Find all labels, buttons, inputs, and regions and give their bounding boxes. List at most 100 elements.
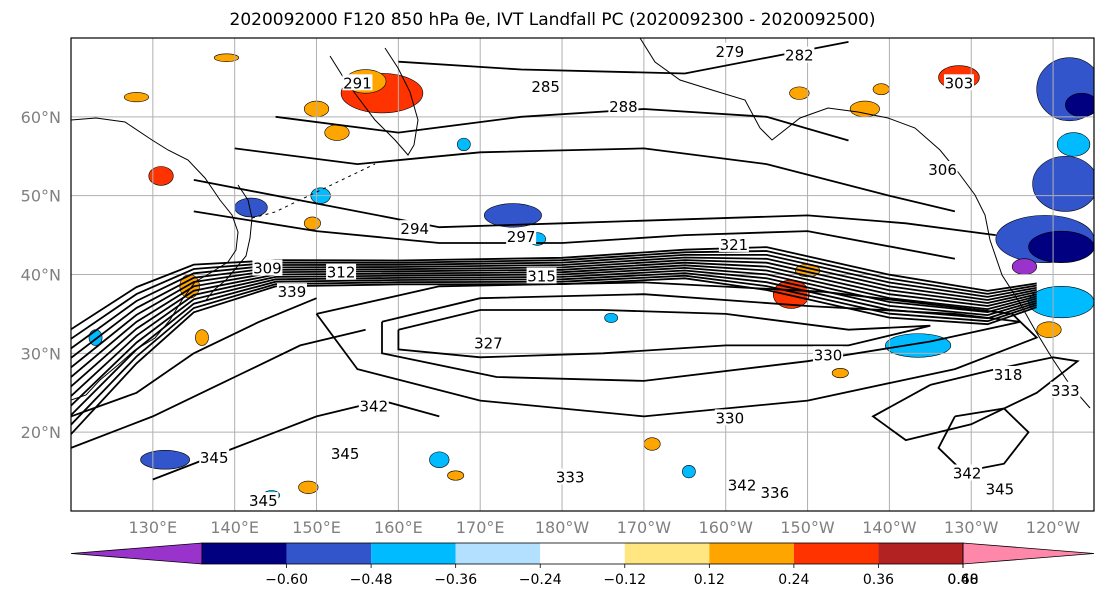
theta-e-contour bbox=[71, 261, 1037, 378]
map-frame bbox=[70, 37, 1095, 512]
coastline-east-asia bbox=[71, 117, 239, 401]
theta-e-contour bbox=[315, 281, 1039, 418]
contour-label-halo bbox=[608, 97, 639, 114]
colorbar-segment bbox=[455, 543, 541, 564]
contour-label-halo bbox=[927, 161, 958, 178]
anomaly-patch bbox=[1032, 155, 1094, 212]
contour-label-halo bbox=[473, 334, 504, 351]
contour-label: 321 bbox=[720, 236, 749, 254]
theta-e-contour bbox=[193, 210, 956, 260]
anomaly-patch bbox=[682, 464, 696, 479]
colorbar-segment bbox=[793, 543, 879, 564]
theta-e-contour bbox=[193, 179, 996, 236]
anomaly-patch bbox=[447, 470, 465, 481]
colorbar-segment bbox=[202, 543, 287, 564]
anomaly-patch bbox=[604, 312, 618, 323]
lon-tick-label: 130°W bbox=[944, 518, 999, 537]
contour-label-halo bbox=[727, 476, 758, 493]
anomaly-patch bbox=[303, 216, 321, 230]
contour-label-halo bbox=[984, 480, 1015, 497]
colorbar-tick-label: −0.48 bbox=[350, 572, 393, 588]
contour-label-halo bbox=[718, 235, 749, 252]
contour-label-halo bbox=[252, 259, 283, 276]
lon-tick-label: 160°E bbox=[374, 518, 423, 537]
contour-label: 312 bbox=[327, 264, 356, 282]
lon-tick-label: 150°E bbox=[292, 518, 341, 537]
anomaly-patch bbox=[148, 166, 174, 186]
lat-tick-label: 30°N bbox=[21, 344, 61, 363]
anomaly-patch bbox=[885, 333, 952, 358]
plot-title: 2020092000 F120 850 hPa θe, IVT Landfall… bbox=[229, 10, 876, 30]
lat-tick-label: 60°N bbox=[21, 108, 61, 127]
colorbar-tick-label: 0.48 bbox=[947, 572, 978, 588]
contour-label: 339 bbox=[278, 283, 307, 301]
theta-e-contour bbox=[71, 297, 317, 418]
contour-label-halo bbox=[952, 464, 983, 481]
theta-e-contour bbox=[71, 254, 1037, 350]
contour-label-halo bbox=[993, 365, 1024, 382]
anomaly-patch bbox=[483, 203, 542, 228]
lon-tick-label: 170°W bbox=[617, 518, 672, 537]
anomaly-patch bbox=[123, 92, 150, 103]
theta-e-contour bbox=[71, 250, 1037, 340]
theta-e-contour bbox=[381, 293, 1021, 382]
anomaly-patch bbox=[298, 480, 319, 494]
anomaly-patch bbox=[831, 368, 849, 379]
contour-label: 330 bbox=[715, 409, 744, 427]
contour-label: 342 bbox=[359, 398, 388, 416]
colorbar-extend-max bbox=[962, 542, 1095, 565]
contour-label-halo bbox=[248, 492, 279, 509]
theta-e-contour bbox=[71, 274, 1037, 426]
anomaly-patch bbox=[1056, 132, 1091, 157]
anomaly-patch bbox=[1028, 230, 1094, 263]
contour-label: 288 bbox=[609, 98, 638, 116]
anomaly-patch bbox=[213, 53, 240, 62]
theta-e-contour bbox=[937, 407, 1030, 473]
contour-label-halo bbox=[1050, 381, 1081, 398]
contour-label-halo bbox=[326, 263, 357, 280]
colorbar-tick-label: −0.36 bbox=[434, 572, 477, 588]
coastline-kamchatka bbox=[329, 47, 419, 156]
contour-label-halo bbox=[506, 228, 537, 245]
contour-label: 291 bbox=[343, 74, 372, 92]
theta-e-contour bbox=[71, 246, 1037, 331]
contour-label-halo bbox=[399, 220, 430, 237]
contour-label: 294 bbox=[400, 220, 429, 238]
contour-label-halo bbox=[784, 46, 815, 63]
anomaly-patch bbox=[1028, 286, 1094, 319]
contour-label: 282 bbox=[785, 47, 814, 65]
colorbar: −0.60 −0.48 −0.36 −0.24 −0.12 0.12 0.24 0.36 0.4… bbox=[70, 542, 1095, 588]
contour-label: 336 bbox=[761, 484, 790, 502]
contour-label-halo bbox=[526, 267, 557, 284]
contour-label: 345 bbox=[331, 445, 360, 463]
lon-tick-label: 160°W bbox=[699, 518, 754, 537]
anomaly-patch bbox=[140, 449, 190, 470]
lon-tick-label: 130°E bbox=[129, 518, 178, 537]
contour-label-halo bbox=[555, 468, 586, 485]
lon-tick-label: 170°E bbox=[456, 518, 505, 537]
colorbar-tick-label: −0.60 bbox=[265, 572, 308, 588]
contour-label: 318 bbox=[994, 366, 1023, 384]
contour-label: 327 bbox=[474, 334, 503, 352]
colorbar-tick-label: −0.24 bbox=[519, 572, 562, 588]
anomaly-patch bbox=[1065, 92, 1094, 118]
contour-label-halo bbox=[330, 444, 361, 461]
contour-label: 279 bbox=[715, 43, 744, 61]
theta-e-contour bbox=[234, 147, 956, 213]
theta-e-contour bbox=[275, 108, 849, 142]
contour-label: 342 bbox=[953, 465, 982, 483]
theta-e-contour bbox=[71, 256, 1037, 359]
colorbar-segment bbox=[540, 543, 625, 564]
lon-tick-label: 180°W bbox=[535, 518, 590, 537]
colorbar-segment bbox=[878, 543, 963, 564]
colorbar-tick-label: −0.12 bbox=[603, 572, 646, 588]
contour-label: 285 bbox=[531, 78, 560, 96]
contour-label-halo bbox=[714, 409, 745, 426]
contour-label-halo bbox=[530, 78, 561, 95]
lon-tick-label: 140°E bbox=[210, 518, 259, 537]
theta-e-contour bbox=[71, 328, 366, 449]
lon-tick-label: 150°W bbox=[780, 518, 835, 537]
colorbar-segment bbox=[286, 543, 372, 564]
contour-label: 306 bbox=[928, 161, 957, 179]
contour-label: 333 bbox=[556, 468, 585, 486]
